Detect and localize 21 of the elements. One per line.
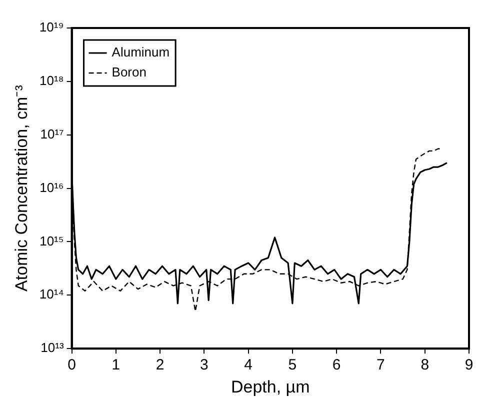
x-tick-label: 7	[376, 356, 385, 374]
x-tick-label: 5	[288, 356, 297, 374]
x-tick-label: 6	[332, 356, 341, 374]
legend-label: Boron	[112, 64, 146, 80]
legend-label: Aluminum	[112, 44, 170, 60]
y-tick-label: 10¹⁷	[40, 126, 64, 142]
x-tick-label: 2	[156, 356, 164, 374]
y-axis-title: Atomic Concentration, cm⁻³	[12, 84, 31, 292]
y-tick-label: 10¹⁶	[40, 180, 64, 195]
x-tick-label: 0	[68, 356, 76, 374]
x-tick-label: 4	[244, 356, 252, 374]
y-tick-label: 10¹³	[40, 340, 64, 356]
y-tick-label: 10¹⁵	[40, 233, 64, 248]
y-tick-label: 10¹⁹	[39, 20, 64, 35]
x-tick-label: 9	[464, 356, 474, 374]
x-tick-label: 8	[420, 356, 430, 374]
x-tick-label: 1	[112, 356, 120, 374]
y-tick-label: 10¹⁸	[39, 73, 64, 88]
y-tick-label: 10¹⁴	[39, 286, 64, 302]
x-tick-label: 3	[200, 356, 208, 374]
x-axis-title: Depth, µm	[230, 377, 310, 396]
